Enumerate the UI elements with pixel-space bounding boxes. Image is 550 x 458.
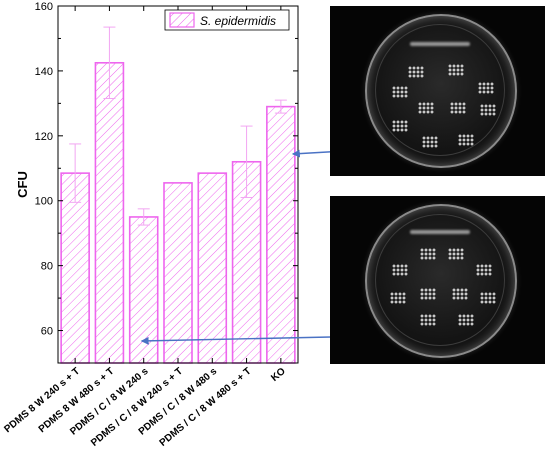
glare [410, 230, 470, 234]
colony-spot [422, 136, 438, 148]
colony-spot [420, 288, 436, 300]
colony-spot [420, 314, 436, 326]
y-axis-label: CFU [15, 171, 30, 198]
colony-spot [390, 292, 406, 304]
y-tick-label: 140 [35, 66, 53, 78]
colony-spot [458, 314, 474, 326]
colony-spot [448, 248, 464, 260]
colony-spot [408, 66, 424, 78]
colony-spot [480, 104, 496, 116]
bar [60, 172, 90, 364]
y-tick-label: 60 [41, 326, 53, 338]
colony-spot [448, 64, 464, 76]
error-bars [69, 26, 287, 226]
colony-spot [392, 120, 408, 132]
colony-spot [418, 102, 434, 114]
legend-swatch [169, 12, 195, 28]
colony-spot [392, 264, 408, 276]
legend: S. epidermidis [164, 9, 290, 31]
colony-spot [478, 82, 494, 94]
y-tick-label: 100 [35, 196, 53, 208]
colony-spot [452, 288, 468, 300]
bar [163, 182, 193, 364]
y-tick-label: 160 [35, 1, 53, 13]
colony-spot [476, 264, 492, 276]
y-axis: 60 80 100 120 140 160 [35, 1, 298, 364]
bar [197, 172, 228, 364]
colony-spot [450, 102, 466, 114]
colony-spot [392, 86, 408, 98]
y-tick-label: 120 [35, 131, 53, 143]
colony-spot [480, 292, 496, 304]
legend-box [164, 9, 290, 31]
bars [60, 61, 296, 364]
glare [410, 42, 470, 46]
legend-label: S. epidermidis [200, 14, 276, 28]
colony-spot [458, 134, 474, 146]
y-tick-label: 80 [41, 261, 53, 273]
x-tick-label: KO [269, 366, 288, 384]
petri-dish-photo-top [330, 6, 545, 176]
petri-dish-inner [375, 24, 505, 156]
colony-spot [420, 248, 436, 260]
petri-dish-photo-bottom [330, 196, 545, 364]
bar [266, 105, 296, 364]
petri-dish-inner [375, 214, 505, 346]
bar [94, 61, 125, 364]
